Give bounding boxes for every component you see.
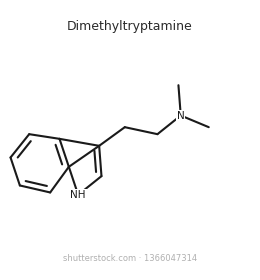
Text: N: N — [177, 111, 185, 120]
Text: Dimethyltryptamine: Dimethyltryptamine — [67, 20, 193, 33]
Text: NH: NH — [70, 190, 86, 200]
Text: shutterstock.com · 1366047314: shutterstock.com · 1366047314 — [63, 255, 197, 263]
